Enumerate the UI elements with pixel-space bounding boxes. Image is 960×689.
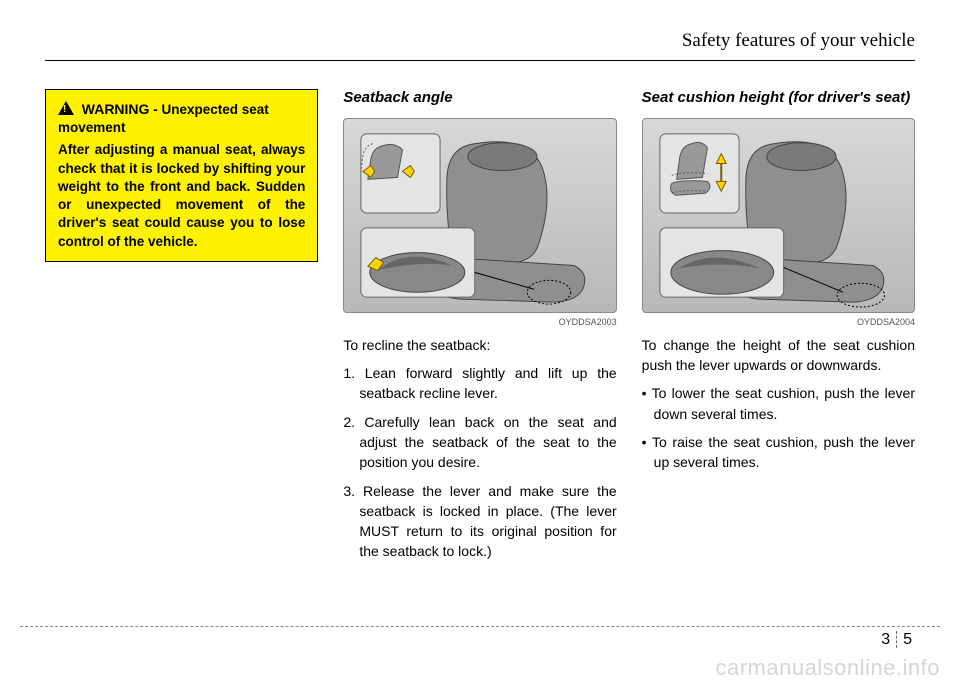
warning-label: WARNING (82, 101, 150, 117)
page-num-value: 5 (903, 631, 912, 648)
seatback-step-2: 2. Carefully lean back on the seat and a… (343, 412, 616, 473)
column-3: Seat cushion height (for driver's seat) (642, 89, 915, 570)
page-number: 35 (881, 631, 912, 649)
seatback-figure-code: OYDDSA2003 (343, 317, 616, 327)
column-1: WARNING - Unexpected seat movement After… (45, 89, 318, 570)
watermark: carmanualsonline.info (715, 655, 940, 681)
cushion-figure-code: OYDDSA2004 (642, 317, 915, 327)
seatback-body: To recline the seatback: 1. Lean forward… (343, 335, 616, 562)
cushion-body: To change the height of the seat cushion… (642, 335, 915, 473)
content-columns: WARNING - Unexpected seat movement After… (45, 89, 915, 570)
seatback-title: Seatback angle (343, 89, 616, 108)
page-header: Safety features of your vehicle (45, 30, 915, 61)
column-2: Seatback angle (343, 89, 616, 570)
seatback-intro: To recline the seatback: (343, 335, 616, 355)
cushion-bullet-1: To lower the seat cushion, push the leve… (642, 383, 915, 424)
cushion-bullet-2: To raise the seat cushion, push the leve… (642, 432, 915, 473)
warning-icon (58, 101, 74, 115)
seatback-step-1: 1. Lean forward slightly and lift up the… (343, 363, 616, 404)
warning-text: After adjusting a manual seat, always ch… (58, 141, 305, 250)
cushion-intro: To change the height of the seat cushion… (642, 335, 915, 376)
footer-divider (20, 626, 940, 627)
cushion-title: Seat cushion height (for driver's seat) (642, 89, 915, 108)
seatback-figure (343, 118, 616, 313)
cushion-figure (642, 118, 915, 313)
seatback-step-3: 3. Release the lever and make sure the s… (343, 481, 616, 562)
warning-box: WARNING - Unexpected seat movement After… (45, 89, 318, 262)
chapter-number: 3 (881, 631, 897, 648)
